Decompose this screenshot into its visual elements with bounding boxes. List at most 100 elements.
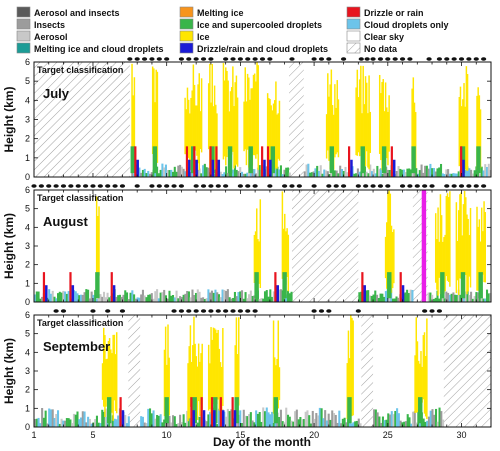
ice-column [416,341,419,413]
ice-column [465,197,467,276]
low-cloud-column [240,290,244,302]
precip-dot [355,309,361,313]
low-cloud-column [246,298,249,302]
ice-column [112,334,114,421]
low-cloud-column [271,170,274,177]
low-cloud-column [65,293,68,302]
precip-dot [252,184,258,188]
low-cloud-column [159,169,162,177]
ice-column [197,84,199,164]
ice-column [153,68,155,168]
low-cloud-column [191,289,194,302]
ice-column [464,106,466,170]
ice-column [210,327,212,414]
low-cloud-column [76,411,79,427]
low-cloud-column [409,289,412,302]
low-cloud-column [267,412,270,427]
low-cloud-column [78,295,81,302]
precip-dot [178,184,185,188]
low-cloud-column [256,167,259,177]
low-cloud-column [156,166,159,177]
low-cloud-column [358,292,361,302]
low-cloud-column [226,172,229,177]
low-cloud-column [370,295,373,302]
low-cloud-column [244,415,247,427]
precip-dot [230,309,236,313]
precip-dot [164,184,170,188]
low-cloud-column [295,409,298,427]
ice-column [328,96,330,161]
low-cloud-column [418,170,421,177]
precip-dot [458,57,465,61]
low-cloud-column [209,411,212,427]
low-cloud-column [354,421,357,427]
low-cloud-column [217,408,221,427]
legend-label: Insects [34,20,65,30]
precip-dot [60,184,67,188]
low-cloud-column [255,410,258,427]
panel-subtitle: Target classification [37,193,123,203]
precip-dot [340,57,347,61]
ice-column [477,226,479,291]
ice-column [414,355,416,413]
legend-label: Aerosol and insects [34,8,120,18]
ice-column [207,83,210,150]
rain-column [190,397,193,427]
low-cloud-column [193,294,196,302]
ice-column [438,241,440,278]
low-cloud-column [337,173,340,177]
low-cloud-column [485,289,489,302]
low-cloud-column [332,413,336,427]
precip-dot [444,57,450,61]
low-cloud-column [319,165,322,177]
ice-column [248,77,250,168]
legend-swatch [179,18,194,30]
ice-column [273,100,276,170]
low-cloud-column [228,297,231,302]
low-cloud-column [87,289,90,302]
precip-dot [311,57,317,61]
ice-column [443,237,445,294]
low-cloud-column [420,164,423,177]
ice-column [459,86,462,150]
low-cloud-column [356,168,359,177]
ice-column [238,317,240,406]
ice-column [209,63,211,169]
ice-column [215,104,217,162]
ice-column [362,65,364,150]
legend-label: Melting ice and cloud droplets [34,44,164,54]
low-cloud-column [274,167,277,177]
low-cloud-column [225,416,228,427]
ice-column [414,112,417,169]
low-cloud-column [79,417,83,427]
mixed-phase-column [248,146,253,174]
low-cloud-column [276,166,279,177]
low-cloud-column [415,168,418,177]
low-cloud-column [182,168,185,177]
low-cloud-column [74,414,77,427]
low-cloud-column [225,290,228,302]
y-tick-label: 1 [25,278,30,288]
low-cloud-column [441,294,444,302]
ice-column [360,65,362,150]
precip-dot [466,57,472,61]
low-cloud-column [94,419,97,427]
ice-column [437,207,439,296]
ice-column [368,75,370,170]
ice-column [426,318,428,419]
low-cloud-column [470,169,473,177]
low-cloud-column [175,424,178,427]
ice-column [250,88,252,154]
low-cloud-column [101,409,104,427]
low-cloud-column [454,294,457,302]
low-cloud-column [395,170,398,177]
precip-dot [223,309,229,313]
precip-dot [436,57,443,61]
precip-dot [193,57,199,61]
precip-dot [399,57,406,61]
x-tick-label: 15 [235,430,245,440]
precip-dot [436,309,443,313]
precip-dot [208,184,214,188]
ice-column [193,84,196,167]
